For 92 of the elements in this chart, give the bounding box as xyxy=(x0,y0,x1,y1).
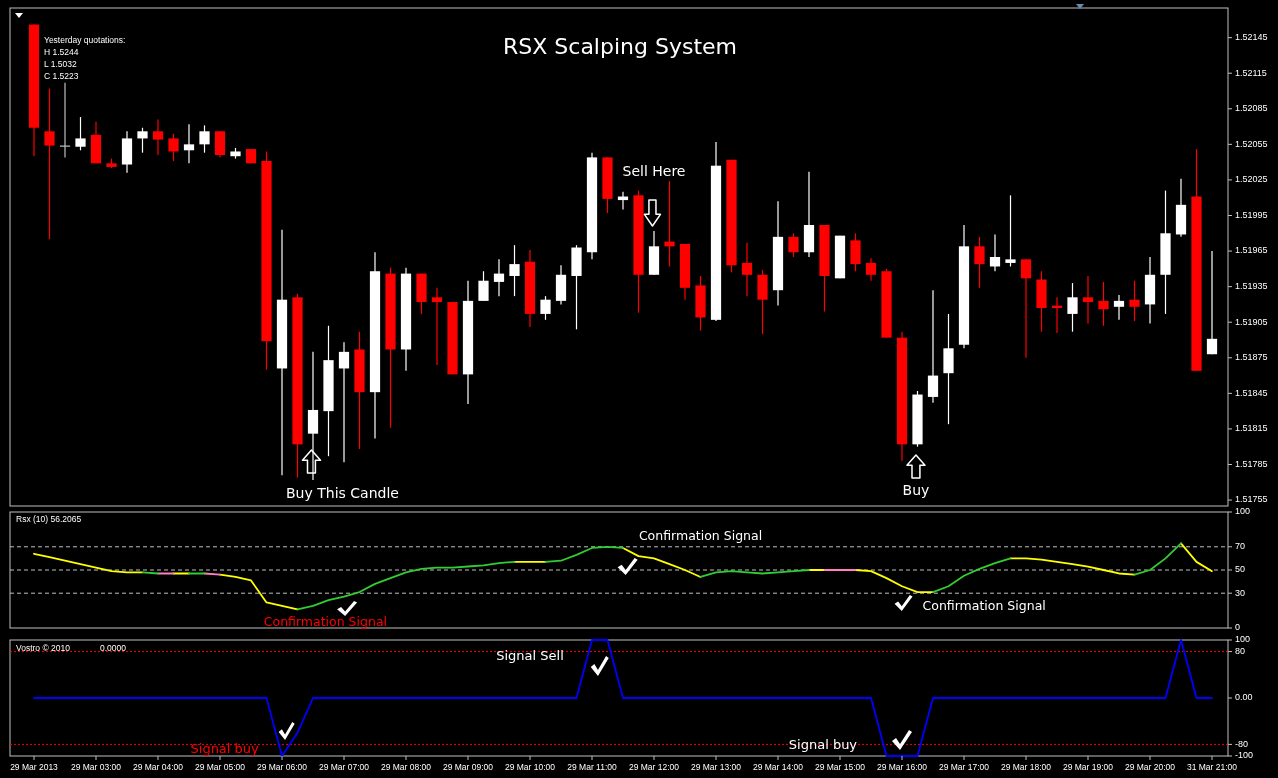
y-tick-label: 1.51755 xyxy=(1235,494,1268,505)
y-tick-label: 1.52055 xyxy=(1235,138,1268,149)
x-tick-label: 29 Mar 13:00 xyxy=(690,762,742,772)
candlestick xyxy=(1067,282,1078,333)
y-tick-label: -100 xyxy=(1235,750,1254,761)
x-tick-label: 29 Mar 15:00 xyxy=(814,762,866,772)
candlestick xyxy=(865,257,877,282)
y-tick-label: 0.00 xyxy=(1235,692,1253,703)
candlestick xyxy=(431,287,443,366)
chart-title: Rsx (10) 56.2065 xyxy=(16,514,82,524)
y-tick-label: 1.51875 xyxy=(1235,352,1268,363)
candlestick xyxy=(741,242,753,297)
candlestick xyxy=(989,233,1001,272)
candlestick xyxy=(478,270,489,302)
annotation: 0.0000 xyxy=(100,643,127,653)
candlestick xyxy=(183,123,195,164)
annotation: Buy xyxy=(902,482,930,498)
y-tick-label: 1.51965 xyxy=(1235,245,1268,256)
x-tick-label: 29 Mar 18:00 xyxy=(1000,762,1052,772)
x-tick-label: 29 Mar 04:00 xyxy=(132,762,184,772)
candlestick xyxy=(199,124,210,154)
x-tick-label: 29 Mar 16:00 xyxy=(876,762,928,772)
y-tick-label: 80 xyxy=(1235,645,1246,656)
candlestick xyxy=(168,133,179,162)
x-tick-label: 31 Mar 21:00 xyxy=(1186,762,1238,772)
candlestick xyxy=(214,130,226,158)
y-tick-label: 1.51995 xyxy=(1235,209,1268,220)
candlestick xyxy=(1082,275,1094,324)
x-tick-label: 29 Mar 17:00 xyxy=(938,762,990,772)
y-tick-label: 1.51905 xyxy=(1235,316,1268,327)
candlestick xyxy=(493,258,505,297)
x-tick-label: 29 Mar 03:00 xyxy=(70,762,122,772)
candlestick xyxy=(1129,280,1140,322)
y-tick-label: 1.51845 xyxy=(1235,387,1268,398)
y-tick-label: -80 xyxy=(1235,738,1249,749)
candlestick xyxy=(1020,258,1032,359)
annotation: Yesterday quotations: xyxy=(44,35,126,45)
y-tick-label: 50 xyxy=(1235,564,1246,575)
annotation: Signal Sell xyxy=(496,648,564,663)
candlestick xyxy=(1206,250,1218,355)
candlestick xyxy=(788,232,799,258)
annotation: Signal buy xyxy=(190,741,260,756)
annotation: Confirmation Signal xyxy=(638,528,763,543)
x-tick-label: 29 Mar 08:00 xyxy=(380,762,432,772)
x-tick-label: 29 Mar 2013 xyxy=(10,762,59,772)
annotation: Confirmation Signal xyxy=(922,598,1046,613)
candlestick xyxy=(75,116,86,151)
x-tick-label: 29 Mar 09:00 xyxy=(442,762,494,772)
y-tick-label: 30 xyxy=(1235,587,1246,598)
y-tick-label: 1.52115 xyxy=(1235,67,1267,78)
candlestick xyxy=(927,289,939,404)
x-tick-label: 29 Mar 05:00 xyxy=(194,762,246,772)
y-tick-label: 100 xyxy=(1235,506,1251,517)
annotation: Sell Here xyxy=(622,163,686,179)
y-tick-label: 70 xyxy=(1235,541,1246,552)
chart-title: Vostro © 2010 xyxy=(16,643,71,653)
candlestick xyxy=(1098,281,1109,327)
candlestick xyxy=(664,180,675,268)
x-tick-label: 29 Mar 20:00 xyxy=(1124,762,1176,772)
candlestick xyxy=(338,341,350,463)
annotation: C 1.5223 xyxy=(44,71,79,81)
y-tick-label: 1.51935 xyxy=(1235,281,1268,292)
candlestick xyxy=(1113,294,1125,321)
x-tick-label: 29 Mar 07:00 xyxy=(318,762,370,772)
x-tick-label: 29 Mar 19:00 xyxy=(1062,762,1114,772)
annotation: H 1.5244 xyxy=(44,47,79,57)
candlestick xyxy=(974,236,985,289)
candlestick xyxy=(307,351,319,481)
candlestick xyxy=(152,118,164,156)
y-tick-label: 100 xyxy=(1235,634,1251,645)
y-tick-label: 0 xyxy=(1235,622,1241,633)
candlestick xyxy=(44,88,55,240)
candlestick xyxy=(540,295,551,321)
annotation: Buy This Candle xyxy=(286,485,399,501)
x-tick-label: 29 Mar 12:00 xyxy=(628,762,680,772)
candlestick xyxy=(509,244,520,297)
y-tick-label: 1.52145 xyxy=(1235,32,1268,43)
annotation: L 1.5032 xyxy=(44,59,78,69)
y-tick-label: 1.52025 xyxy=(1235,174,1268,185)
y-tick-label: 1.51815 xyxy=(1235,423,1268,434)
candlestick xyxy=(137,127,148,154)
candlestick xyxy=(850,232,861,272)
x-tick-label: 29 Mar 14:00 xyxy=(752,762,804,772)
x-tick-label: 29 Mar 06:00 xyxy=(256,762,308,772)
y-tick-label: 1.52085 xyxy=(1235,103,1268,114)
x-tick-label: 29 Mar 11:00 xyxy=(567,762,617,772)
y-tick-label: 1.51785 xyxy=(1235,458,1268,469)
text: RSX Scalping System xyxy=(503,34,737,59)
candlestick xyxy=(1005,194,1016,268)
annotation: Confirmation Signal xyxy=(263,614,388,629)
x-tick-label: 29 Mar 10:00 xyxy=(504,762,556,772)
annotation: Signal buy xyxy=(788,737,858,752)
